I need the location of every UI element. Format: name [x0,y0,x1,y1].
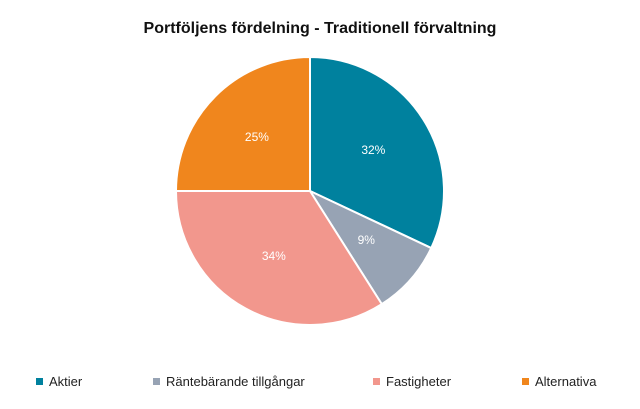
legend-item-fastigheter: Fastigheter [373,374,451,389]
legend-swatch-rantebarande [153,378,160,385]
legend-label-rantebarande: Räntebärande tillgångar [166,374,305,389]
pie-slice-0 [309,56,445,250]
legend-swatch-fastigheter [373,378,380,385]
chart-title: Portföljens fördelning - Traditionell fö… [143,20,497,37]
pie-slice-label-3: 25% [245,130,269,144]
legend-label-alternativa: Alternativa [535,374,597,389]
legend-item-alternativa: Alternativa [522,374,596,389]
pie-slice-label-2: 34% [262,249,286,263]
pie-slice-label-0: 32% [361,143,385,157]
legend-swatch-aktier [36,378,43,385]
legend-label-fastigheter: Fastigheter [386,374,452,389]
legend-item-rantebarande: Räntebärande tillgångar [153,374,305,389]
legend-item-aktier: Aktier [36,374,82,389]
legend: Aktier Räntebärande tillgångar Fastighet… [0,374,640,394]
pie-slice-label-1: 9% [358,233,376,247]
pie-slice-2 [175,190,383,326]
legend-label-aktier: Aktier [49,374,83,389]
legend-swatch-alternativa [522,378,529,385]
pie-slice-3 [175,56,311,192]
